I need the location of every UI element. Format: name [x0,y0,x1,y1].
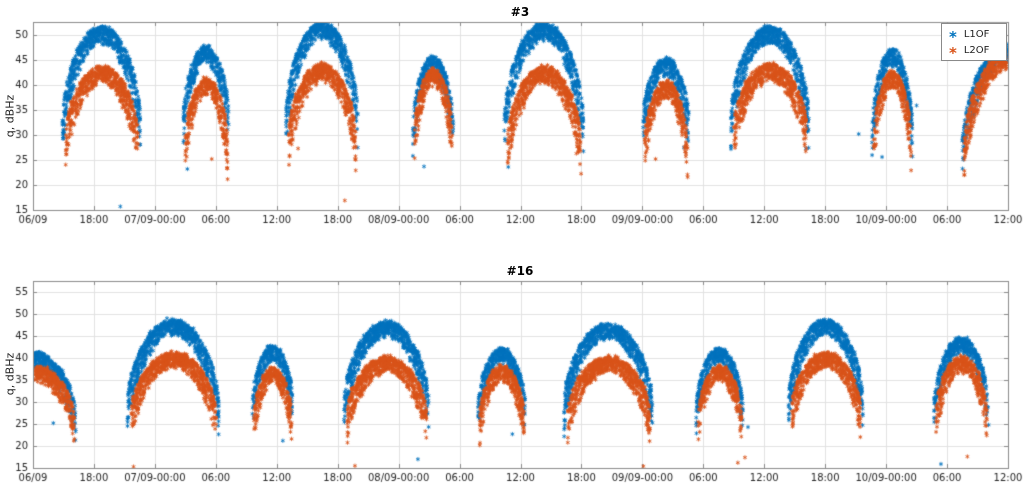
legend-item-l1of: * L1OF [949,26,998,46]
l1of-marker-icon: * [949,28,957,46]
chart-title-sat16: #16 [506,264,534,278]
chart-title-sat3: #3 [510,5,530,19]
l2of-marker-icon: * [949,44,957,62]
legend-item-l2of: * L2OF [949,42,998,62]
legend-label-l1of: L1OF [963,28,990,40]
y-axis-label-sat3: q, dBHz [3,94,17,138]
legend: * L1OF * L2OF [941,23,1007,61]
legend-label-l2of: L2OF [963,44,990,56]
y-axis-label-sat16: q, dBHz [3,352,17,396]
